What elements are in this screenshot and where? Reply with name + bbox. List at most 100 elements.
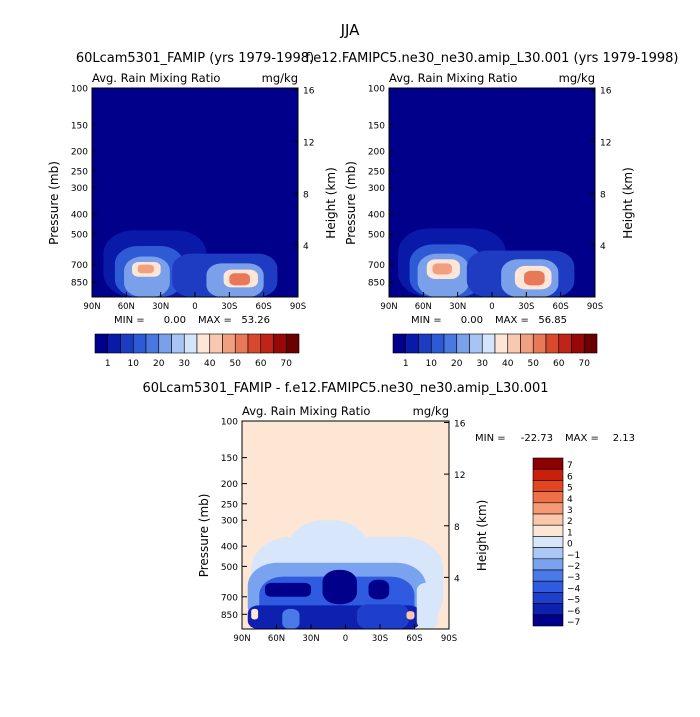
y2-tick-label: 8 <box>303 190 309 200</box>
colorbar-swatch <box>532 502 564 515</box>
field-region <box>432 263 452 275</box>
colorbar-swatch <box>583 333 598 354</box>
colorbar-label: 6 <box>567 472 573 482</box>
colorbar-swatch <box>545 333 560 354</box>
field-region <box>282 608 300 629</box>
y-tick-label: 400 <box>71 210 88 220</box>
field-region <box>251 608 259 620</box>
colorbar-swatch <box>571 333 585 354</box>
y-tick-label: 300 <box>368 184 385 194</box>
colorbar-label: 70 <box>281 359 293 369</box>
colorbar: 1 10 20 30 40 50 60 70 <box>392 333 598 369</box>
y-tick-label: 700 <box>368 261 385 271</box>
field-region <box>368 579 390 600</box>
colorbar-label: 4 <box>567 495 573 505</box>
colorbar-label: 5 <box>567 484 573 494</box>
colorbar-label: 50 <box>528 359 540 369</box>
colorbar-label: 10 <box>426 359 438 369</box>
colorbar-label: 20 <box>451 359 463 369</box>
y-axis-label: Pressure (mb) <box>344 161 358 245</box>
colorbar-swatch <box>532 491 564 504</box>
field-region <box>406 611 415 620</box>
y-tick-label: 200 <box>368 147 385 157</box>
field-label: Avg. Rain Mixing Ratio <box>389 71 517 85</box>
panel-bottom: 60Lcam5301_FAMIP - f.e12.FAMIPC5.ne30_ne… <box>142 381 635 644</box>
x-tick-label: 30N <box>449 302 466 312</box>
x-tick-label: 60N <box>118 302 135 312</box>
max-label: MAX = <box>565 433 599 444</box>
y-tick-label: 250 <box>71 168 88 178</box>
colorbar-swatch <box>209 333 223 354</box>
colorbar-swatch <box>145 333 160 354</box>
plot-area <box>92 88 298 297</box>
max-label: MAX = <box>198 315 232 326</box>
min-value: 0.00 <box>164 315 186 326</box>
y2-axis-label: Height (km) <box>621 167 635 238</box>
y2-tick-label: 4 <box>454 574 460 584</box>
y-tick-label: 150 <box>368 121 385 131</box>
colorbar-swatch <box>520 333 534 354</box>
x-tick-label: 90N <box>83 302 100 312</box>
colorbar-swatch <box>469 333 483 354</box>
max-value: 53.26 <box>241 315 270 326</box>
x-tick-label: 0 <box>192 302 197 312</box>
y-tick-label: 200 <box>221 480 238 490</box>
colorbar-label: −2 <box>567 562 580 572</box>
y-tick-label: 850 <box>221 611 238 621</box>
field-region <box>137 264 154 274</box>
y2-tick-label: 12 <box>454 471 465 481</box>
colorbar-swatch <box>532 558 564 571</box>
colorbar-swatch <box>532 592 564 604</box>
y-tick-label: 250 <box>368 168 385 178</box>
min-value: 0.00 <box>461 315 483 326</box>
colorbar-label: −4 <box>567 584 581 594</box>
colorbar-label: 30 <box>477 359 489 369</box>
colorbar-swatch <box>107 333 121 354</box>
y-tick-label: 300 <box>221 517 238 527</box>
colorbar-label: 1 <box>567 528 573 538</box>
colorbar-swatch <box>532 614 564 627</box>
y-tick-label: 700 <box>71 261 88 271</box>
panel-title: f.e12.FAMIPC5.ne30_ne30.amip_L30.001 (yr… <box>306 51 679 66</box>
y2-tick-label: 12 <box>600 138 611 148</box>
colorbar-swatch <box>405 333 419 354</box>
min-label: MIN = <box>114 315 145 326</box>
y-tick-label: 500 <box>368 231 385 241</box>
colorbar-label: 40 <box>204 359 216 369</box>
y2-tick-label: 4 <box>600 242 606 252</box>
colorbar-swatch <box>392 333 407 354</box>
colorbar-label: 60 <box>553 359 565 369</box>
colorbar-label: −7 <box>567 618 580 628</box>
colorbar-swatch <box>532 547 564 560</box>
colorbar-label: 20 <box>153 359 165 369</box>
colorbar-swatch <box>532 468 564 481</box>
colorbar-label: −5 <box>567 596 580 606</box>
y2-tick-label: 4 <box>303 242 309 252</box>
colorbar-swatch <box>532 603 564 616</box>
y-axis-label: Pressure (mb) <box>47 161 61 245</box>
field-region <box>265 582 311 597</box>
colorbar-label: 10 <box>128 359 140 369</box>
colorbar-swatch <box>507 333 521 354</box>
colorbar-swatch <box>285 333 300 354</box>
y-tick-label: 400 <box>221 543 238 553</box>
colorbar-label: 2 <box>567 517 573 527</box>
field-region <box>416 582 438 629</box>
units-label: mg/kg <box>262 71 298 85</box>
x-tick-label: 90S <box>587 302 603 312</box>
y2-tick-label: 8 <box>454 523 460 533</box>
y-tick-label: 100 <box>71 85 88 95</box>
x-tick-label: 30S <box>372 634 388 644</box>
y-tick-label: 300 <box>71 184 88 194</box>
colorbar-label: 60 <box>255 359 267 369</box>
max-value: 56.85 <box>538 315 567 326</box>
colorbar-label: 7 <box>567 461 573 471</box>
colorbar-label: 1 <box>403 359 409 369</box>
y-tick-label: 150 <box>221 454 238 464</box>
colorbar-swatch <box>430 333 445 354</box>
field-label: Avg. Rain Mixing Ratio <box>92 71 220 85</box>
colorbar-swatch <box>532 536 564 548</box>
panel-top-right: f.e12.FAMIPC5.ne30_ne30.amip_L30.001 (yr… <box>306 51 679 369</box>
colorbar-swatch <box>532 480 564 492</box>
